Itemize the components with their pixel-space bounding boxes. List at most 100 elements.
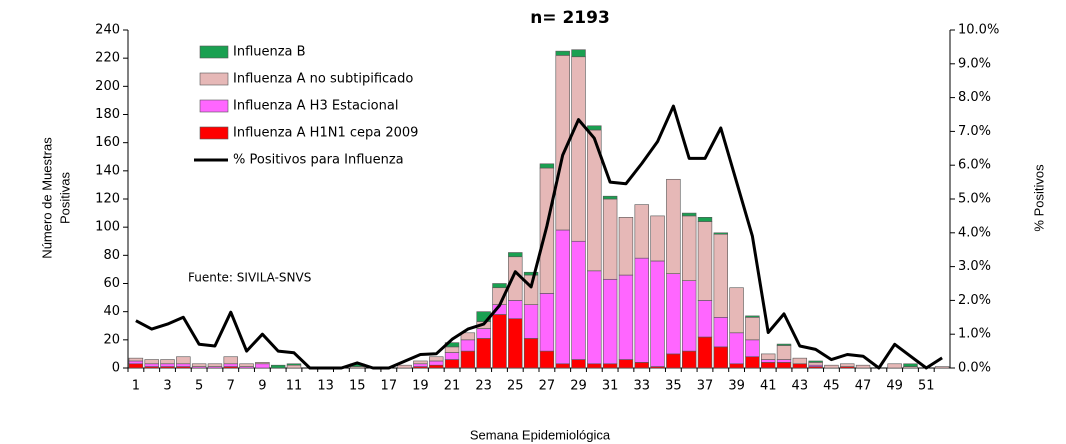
x-tick-label: 23 [475,379,492,394]
x-tick-label: 45 [823,379,840,394]
bar-segment [223,356,238,365]
bar-segment [776,343,792,346]
bar-segment [191,363,207,367]
x-tick-label: 41 [760,379,777,394]
bar-segment [666,273,681,355]
y-tick-label: 0 [112,361,120,376]
bar-segment [223,363,238,367]
x-tick-label: 51 [918,379,935,394]
bar-segment [681,212,697,217]
bar-segment [650,215,665,262]
bar-segment [523,274,539,305]
bar-segment [602,363,618,369]
bar-segment [618,274,634,360]
legend-label: Influenza A H1N1 cepa 2009 [233,126,418,141]
bar-segment [492,283,507,289]
bar-segment [128,363,144,369]
bar-segment [160,359,175,365]
bar-segment [666,178,681,274]
x-tick-label: 17 [381,379,398,394]
annotation: Fuente: SIVILA-SNVS [188,271,311,285]
x-tick-label: 49 [886,379,903,394]
bar-segment [476,338,491,369]
bar-segment [824,364,839,369]
x-tick-label: 11 [286,379,303,394]
x-tick-label: 35 [665,379,682,394]
bar-segment [255,362,270,365]
bar-segment [808,360,823,363]
bar-segment [508,318,523,369]
y-tick-label: 180 [95,107,120,122]
bar-segment [697,300,713,338]
bar-segment [776,359,792,363]
y2-tick-label: 1.0% [958,327,991,342]
x-axis-label: Semana Epidemiológica [470,427,611,442]
x-tick-label: 7 [227,379,235,394]
bar-segment [571,49,586,58]
bar-segment [634,204,649,259]
y-tick-label: 220 [95,51,120,66]
bar-segment [792,357,808,365]
bar-segment [587,363,602,369]
bar-segment [571,56,586,242]
bar-segment [761,362,776,369]
bar-segment [618,359,634,369]
bar-segment [476,328,491,339]
y2-tick-label: 8.0% [958,90,991,105]
bar-segment [270,364,286,369]
bar-segment [444,352,460,360]
y-tick-label: 140 [95,163,120,178]
bar-segment [792,363,808,369]
bar-segment [587,125,602,131]
x-tick-label: 9 [258,379,266,394]
x-tick-label: 25 [507,379,524,394]
bar-segment [776,345,792,360]
x-tick-label: 15 [349,379,366,394]
bar-segment [602,198,618,280]
x-tick-label: 21 [444,379,461,394]
bar-segment [207,363,223,367]
y-axis-label: Positivas [57,171,72,224]
bar-segment [776,362,792,369]
bar-segment [444,346,460,353]
bar-segment [855,364,871,369]
y-tick-label: 160 [95,135,120,150]
bar-segment [571,359,586,369]
bar-segment [460,350,476,369]
y-tick-label: 80 [103,248,120,263]
bar-segment [508,300,523,320]
bar-segment [523,338,539,369]
bar-segment [176,356,191,365]
bar-segment [397,364,412,369]
bar-segment [634,257,649,363]
y2-tick-label: 10.0% [958,23,999,38]
x-tick-label: 5 [195,379,203,394]
bar-segment [176,363,191,367]
y2-tick-label: 6.0% [958,158,991,173]
y2-tick-label: 2.0% [958,293,991,308]
legend-label: Influenza B [233,45,306,60]
bar-segment [413,363,428,367]
bar-segment [413,360,428,365]
bar-segment [713,346,728,369]
bar-segment [666,353,681,369]
bar-segment [429,356,444,362]
chart-title: n= 2193 [530,8,610,28]
bar-segment [460,332,476,341]
bar-segment [555,50,570,56]
y-tick-label: 20 [103,332,120,347]
bar-segment [539,163,555,169]
bar-segment [444,359,460,369]
bar-segment [492,314,507,369]
bar-segment [429,364,444,369]
bar-segment [539,350,555,369]
bar-segment [587,270,602,365]
y-tick-label: 120 [95,192,120,207]
bar-segment [508,252,523,258]
bar-segment [128,357,144,362]
y2-tick-label: 3.0% [958,259,991,274]
bar-segment [144,363,159,367]
bar-segment [934,366,950,369]
bar-segment [713,232,728,235]
bar-segment [618,217,634,276]
